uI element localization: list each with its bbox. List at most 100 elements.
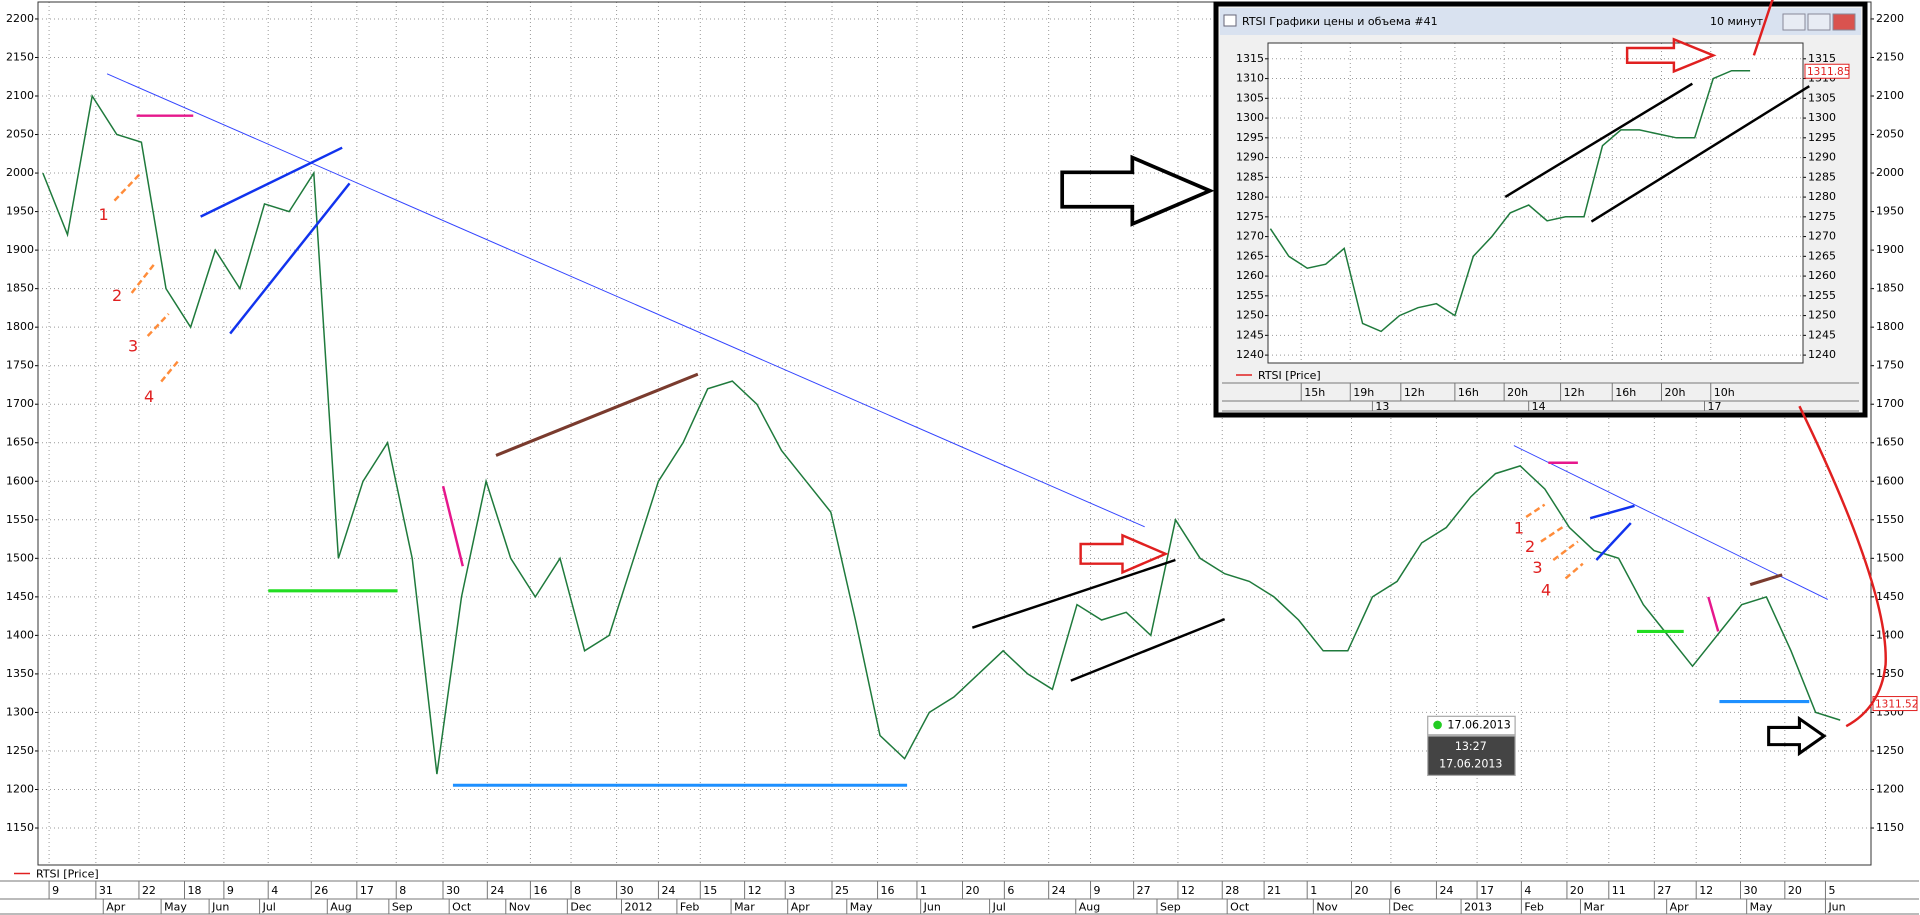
y-tick-label: 1265 [1236,249,1264,262]
y-tick-label: 1750 [1876,359,1904,372]
y-tick-label: 1700 [1876,397,1904,410]
y-tick-label: 1245 [1236,328,1264,341]
trend-line [1707,596,1720,632]
y-tick-label: 1250 [1876,744,1904,757]
x-tick-label: 21 [1267,884,1281,897]
y-tick-label: 2000 [1876,166,1904,179]
x-tick-label: 16h [1458,386,1479,399]
wave-marks [113,171,1584,580]
x-tick-label: 22 [142,884,156,897]
x-period-label: Nov [509,901,531,914]
y-tick-label: 1285 [1808,170,1836,183]
y-tick-label: 1850 [6,282,34,295]
cursor-tooltip: 17.06.2013 13:27 17.06.2013 [1427,715,1516,777]
y-tick-label: 1800 [6,320,34,333]
y-tick-label: 1285 [1236,170,1264,183]
wave-label: 4 [1541,580,1551,599]
x-tick-label: 12h [1404,386,1425,399]
y-tick-label: 2100 [1876,89,1904,102]
x-period-label: Feb [680,901,699,914]
y-tick-label: 1500 [6,551,34,564]
y-tick-label: 2050 [1876,128,1904,141]
y-tick-label: 1550 [6,513,34,526]
x-tick-label: 3 [788,884,795,897]
arrow [1767,715,1827,757]
trend-line [106,73,1145,528]
x-tick-label: 6 [1394,884,1401,897]
y-tick-label: 1700 [6,397,34,410]
x-period-label: Dec [570,901,591,914]
x-tick-label: 24 [1439,884,1453,897]
close-button[interactable] [1832,13,1856,31]
y-tick-label: 2200 [6,12,34,25]
cursor-time: 13:27 [1455,740,1487,753]
x-period-label: Apr [791,901,811,914]
x-tick-label: 30 [1744,884,1758,897]
y-tick-label: 1250 [6,744,34,757]
y-tick-label: 1245 [1808,328,1836,341]
x-period-label: Mar [1583,901,1604,914]
x-tick-label: 27 [1657,884,1671,897]
arrow [1060,154,1215,227]
channel-line [1590,85,1810,223]
y-tick-label: 1800 [1876,320,1904,333]
x-period-label: Apr [106,901,126,914]
x-period-label: Jun [211,901,229,914]
x-tick-label: 8 [574,884,581,897]
tooltip-body [1427,735,1516,777]
last-price-label: 1311.52 [1875,699,1918,711]
x-tick-label: 4 [271,884,278,897]
x-tick-label: 20 [1788,884,1802,897]
x-period-label: Aug [330,901,351,914]
y-tick-label: 1950 [1876,205,1904,218]
x-tick-label: 16h [1615,386,1636,399]
y-tick-label: 2100 [6,89,34,102]
y-tick-label: 1300 [1808,111,1836,124]
x-tick-label: 31 [99,884,113,897]
x-period-label: Jun [1827,901,1845,914]
x-period-label: 14 [1532,400,1546,413]
x-tick-label: 24 [490,884,504,897]
y-tick-label: 1295 [1808,131,1836,144]
y-tick-label: 1265 [1808,249,1836,262]
trend-line [495,372,699,457]
y-tick-label: 1305 [1236,91,1264,104]
y-tick-label: 1650 [1876,436,1904,449]
y-tick-label: 1150 [6,821,34,834]
y-tick-label: 1250 [1236,309,1264,322]
legend-label: RTSI [Price] [1258,369,1321,382]
x-tick-label: 12 [1699,884,1713,897]
plot-border [37,1,1872,866]
x-tick-label: 15 [703,884,717,897]
price-line [1269,69,1751,333]
x-tick-label: 11 [1612,884,1626,897]
x-tick-label: 19h [1353,386,1374,399]
minimize-button[interactable] [1782,13,1806,31]
x-tick-label: 1 [920,884,927,897]
maximize-button[interactable] [1807,13,1831,31]
wave-label: 3 [128,337,138,356]
x-period-label: May [164,901,187,914]
x-tick-label: 17 [360,884,374,897]
y-tick-label: 1315 [1236,52,1264,65]
x-period-label: Jun [923,901,941,914]
x-tick-label: 16 [533,884,547,897]
y-tick-label: 1350 [6,667,34,680]
x-tick-label: 9 [52,884,59,897]
x-period-label: Oct [1230,901,1250,914]
y-tick-label: 2150 [1876,50,1904,63]
x-period-label: 2013 [1464,901,1492,914]
x-tick-label: 20 [1570,884,1584,897]
x-tick-label: 6 [1007,884,1014,897]
x-tick-label: 17 [1480,884,1494,897]
trend-line [441,485,464,567]
x-tick-label: 20h [1665,386,1686,399]
y-tick-label: 1300 [6,705,34,718]
x-tick-label: 12 [1181,884,1195,897]
channel-line [1070,617,1226,682]
y-tick-label: 1550 [1876,513,1904,526]
trend-line [200,146,343,218]
x-period-label: 2012 [625,901,653,914]
